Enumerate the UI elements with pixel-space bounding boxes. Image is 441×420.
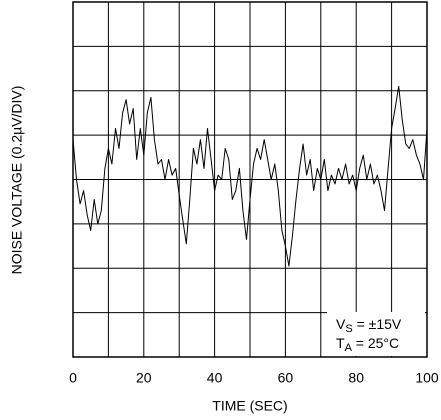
annotation-sub: A [345, 342, 353, 354]
x-tick-label: 80 [348, 370, 364, 386]
x-tick-label: 60 [278, 370, 294, 386]
annotation-box [327, 312, 425, 356]
annotation-main: T [336, 335, 345, 351]
noise-trace [72, 85, 428, 267]
y-axis-label: NOISE VOLTAGE (0.2µV/DIV) [9, 86, 25, 275]
annotation-sub: S [345, 323, 352, 335]
annotation: VS = ±15V [336, 316, 402, 335]
annotation-main: V [336, 316, 346, 332]
plot-frame [72, 1, 428, 358]
x-tick-label: 40 [207, 370, 223, 386]
x-tick-label: 100 [415, 370, 439, 386]
annotation: TA = 25°C [336, 335, 399, 354]
annotation-rest: = 25°C [352, 335, 399, 351]
x-tick-label: 20 [136, 370, 152, 386]
annotation-rest: = ±15V [353, 316, 402, 332]
x-axis-label: TIME (SEC) [212, 398, 287, 414]
x-tick-label: 0 [69, 370, 77, 386]
